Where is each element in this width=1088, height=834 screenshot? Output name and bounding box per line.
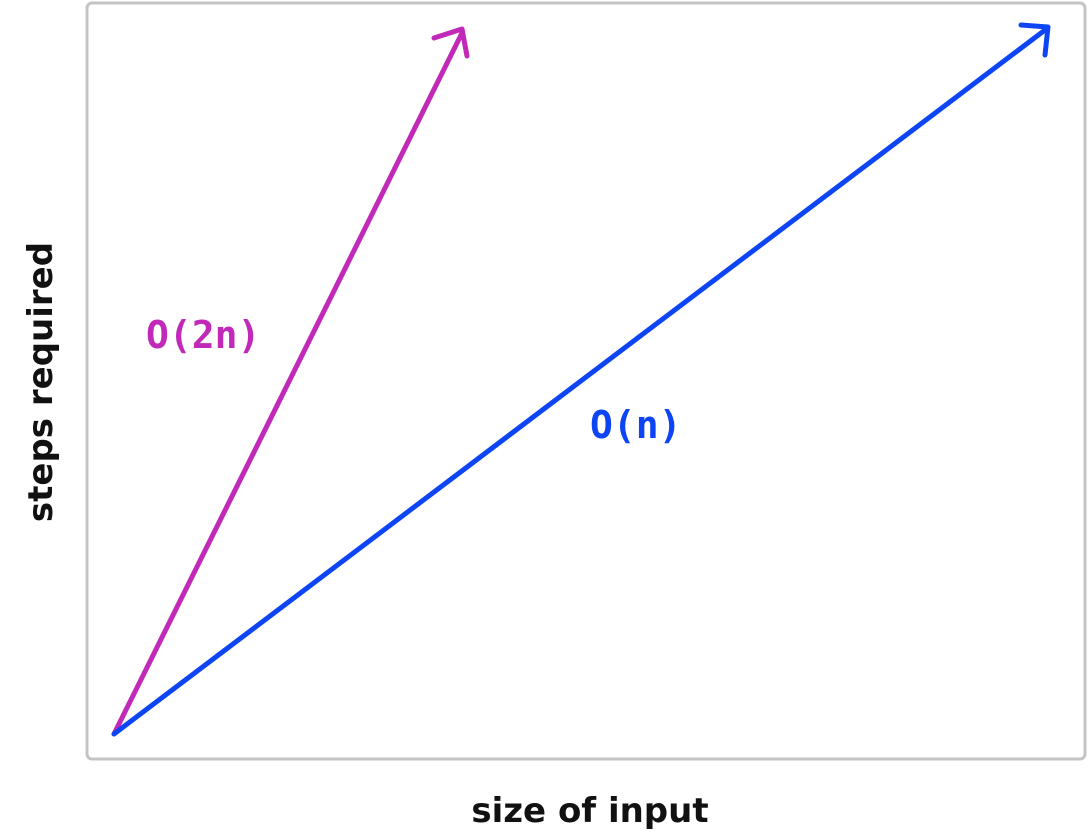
line-o-n-arrowhead bbox=[1018, 22, 1051, 58]
line-o-n bbox=[111, 22, 1051, 737]
plot-frame bbox=[85, 1, 1087, 761]
line-o-2n-stroke bbox=[111, 30, 465, 737]
line-o-2n bbox=[111, 26, 470, 737]
label-o-2n: O(2n) bbox=[146, 313, 260, 357]
y-axis-title: steps required bbox=[21, 242, 61, 522]
line-o-2n-arrowhead bbox=[431, 26, 470, 59]
line-o-n-stroke bbox=[111, 27, 1048, 737]
x-axis-title: size of input bbox=[471, 791, 708, 831]
label-o-n: O(n) bbox=[590, 403, 682, 447]
